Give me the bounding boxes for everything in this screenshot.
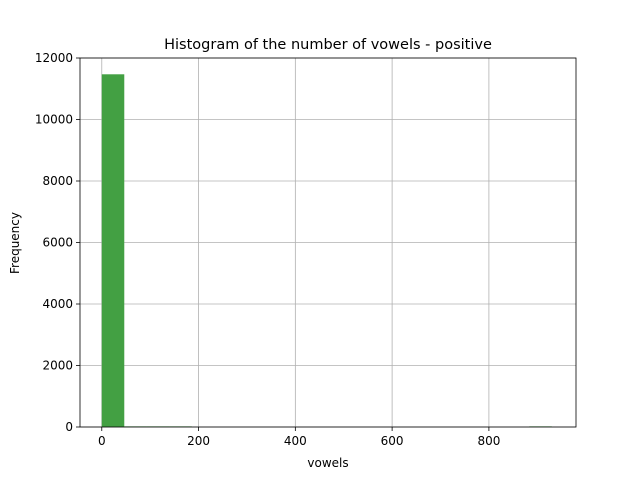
y-tick-label: 0 [65, 420, 73, 434]
y-tick-label: 2000 [42, 359, 73, 373]
x-axis-label: vowels [307, 456, 348, 470]
x-tick-label: 200 [187, 434, 210, 448]
y-tick-label: 4000 [42, 297, 73, 311]
y-tick-label: 6000 [42, 236, 73, 250]
y-tick-label: 12000 [35, 51, 73, 65]
y-tick-label: 10000 [35, 113, 73, 127]
x-tick-label: 800 [477, 434, 500, 448]
x-tick-label: 600 [381, 434, 404, 448]
bars [101, 74, 552, 428]
y-axis-ticks: 0 2000 4000 6000 8000 10000 12000 [35, 51, 80, 434]
grid [80, 57, 576, 428]
y-axis-label: Frequency [8, 212, 22, 274]
x-axis-ticks: 0 200 400 600 800 [98, 427, 500, 448]
chart-title: Histogram of the number of vowels - posi… [164, 37, 492, 53]
histogram-bar [101, 74, 125, 428]
y-tick-label: 8000 [42, 174, 73, 188]
x-tick-label: 400 [284, 434, 307, 448]
x-tick-label: 0 [98, 434, 106, 448]
